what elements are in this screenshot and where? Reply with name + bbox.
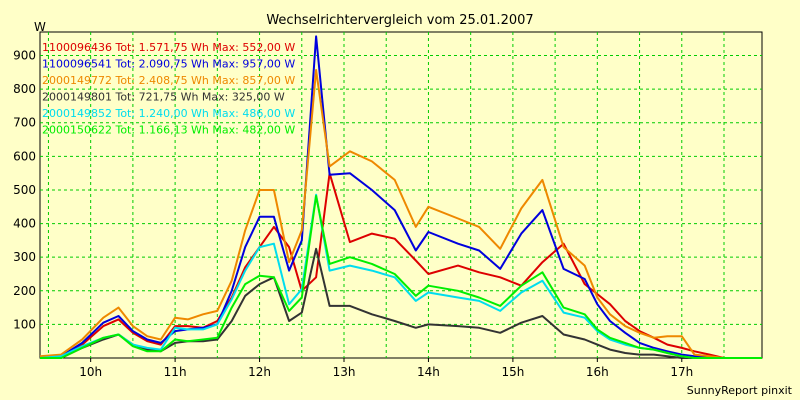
legend-entry: 2000150622 Tot: 1.166,13 Wh Max: 482,00 … bbox=[42, 124, 295, 137]
y-tick-label: 500 bbox=[13, 183, 36, 197]
y-tick-label: 700 bbox=[13, 116, 36, 130]
y-tick-label: 800 bbox=[13, 82, 36, 96]
y-tick-label: 900 bbox=[13, 49, 36, 63]
y-tick-label: 200 bbox=[13, 284, 36, 298]
x-tick-label: 17h bbox=[670, 365, 693, 379]
y-tick-label: 300 bbox=[13, 250, 36, 264]
x-tick-label: 10h bbox=[79, 365, 102, 379]
series-line-6 bbox=[40, 195, 762, 359]
chart-footer: SunnyReport pinxit bbox=[687, 384, 793, 397]
x-tick-label: 14h bbox=[417, 365, 440, 379]
legend-entry: 1100096541 Tot: 2.090,75 Wh Max: 957,00 … bbox=[42, 58, 295, 71]
legend: 1100096436 Tot: 1.571,75 Wh Max: 552,00 … bbox=[42, 41, 295, 137]
x-tick-label: 16h bbox=[586, 365, 609, 379]
axis-ticks: 100 200 300 400 500 600 700 800 900 10h 11h 12h 13h 1… bbox=[13, 49, 693, 379]
series-lines bbox=[39, 35, 762, 359]
grid bbox=[39, 31, 763, 359]
legend-entry: 2000149852 Tot: 1.240,00 Wh Max: 486,00 … bbox=[42, 107, 295, 120]
x-tick-label: 11h bbox=[164, 365, 187, 379]
legend-entry: 2000149772 Tot: 2.408,75 Wh Max: 857,00 … bbox=[42, 74, 295, 87]
x-tick-label: 12h bbox=[248, 365, 271, 379]
legend-entry: 2000149801 Tot: 721,75 Wh Max: 325,00 W bbox=[42, 91, 285, 104]
y-axis-unit: W bbox=[34, 20, 46, 34]
y-tick-label: 600 bbox=[13, 149, 36, 163]
plot-frame bbox=[39, 31, 763, 359]
series-line-3 bbox=[39, 69, 762, 359]
legend-entry: 1100096436 Tot: 1.571,75 Wh Max: 552,00 … bbox=[42, 41, 295, 54]
x-tick-label: 13h bbox=[333, 365, 356, 379]
series-line-2 bbox=[39, 35, 762, 359]
y-tick-label: 100 bbox=[13, 317, 36, 331]
x-tick-label: 15h bbox=[501, 365, 524, 379]
chart-title: Wechselrichtervergleich vom 25.01.2007 bbox=[266, 13, 533, 28]
y-tick-label: 400 bbox=[13, 217, 36, 231]
